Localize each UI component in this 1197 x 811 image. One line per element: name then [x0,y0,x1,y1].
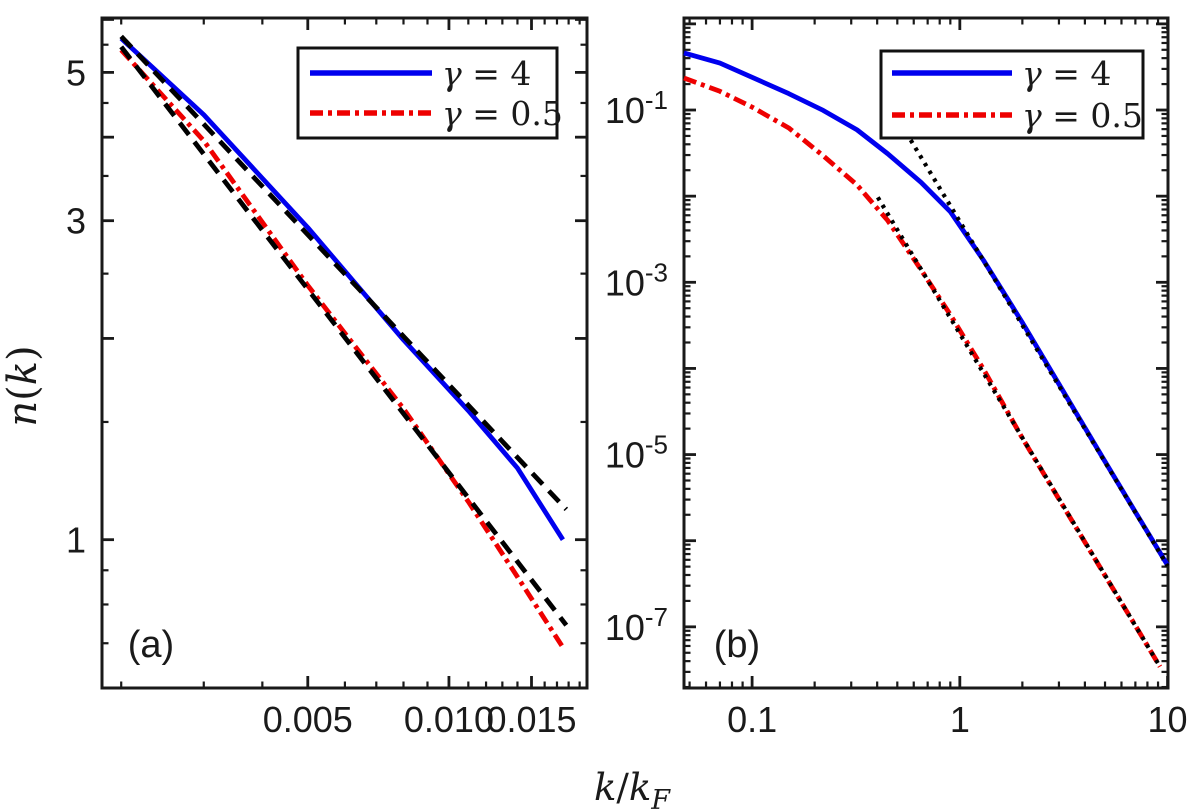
legend-label-gamma-0.5: γ = 0.5 [442,94,563,133]
x-axis-label: k/kF [594,766,671,811]
curve-asymptote-gamma-4 [119,34,569,512]
y-axis-label: n(k) [0,345,46,426]
y-tick-label: 10-1 [605,85,668,131]
legend-box [879,49,1145,140]
y-axis-label-text: n(k) [0,345,46,426]
x-tick-label: 0.010 [404,699,494,740]
panel-b: 0.1 1 10 10-1 10-3 10-5 10-7 [605,16,1188,740]
x-tick-label: 0.015 [486,699,576,740]
x-tick-label: 0.1 [727,699,777,740]
curve-asymptote-gamma-0.5 [119,45,569,627]
legend-label-gamma-4: γ = 4 [1022,54,1111,93]
curve-gamma-0.5 [683,75,1163,668]
curve-gamma-4 [119,36,565,541]
y-tick-label: 1 [66,520,86,561]
y-tick-label: 10-3 [605,257,668,303]
y-tick-label: 10-5 [605,430,668,476]
curve-asymptote-k4-gamma-4 [908,139,1170,567]
legend-panel-a: γ = 4γ = 0.5 [296,46,563,140]
curve-asymptote-k4-gamma-0.5 [876,196,1162,668]
y-tick-label: 5 [66,52,86,93]
axis-box [682,16,1170,690]
legend-label-gamma-4: γ = 4 [442,54,531,93]
curve-gamma-4 [683,50,1170,567]
curve-gamma-0.5 [119,48,565,649]
x-tick-label: 10 [1148,699,1188,740]
x-tick-label: 0.005 [263,699,353,740]
x-tick-label: 1 [950,699,970,740]
legend-panel-b: γ = 4γ = 0.5 [879,49,1145,140]
x-axis-label-text: k/kF [594,766,671,811]
legend-label-gamma-0.5: γ = 0.5 [1022,96,1143,135]
panel-a-label: (a) [128,624,174,666]
legend-box [296,46,559,140]
y-tick-label: 3 [66,201,86,242]
panel-b-label: (b) [714,624,760,666]
y-tick-label: 10-7 [605,602,668,648]
